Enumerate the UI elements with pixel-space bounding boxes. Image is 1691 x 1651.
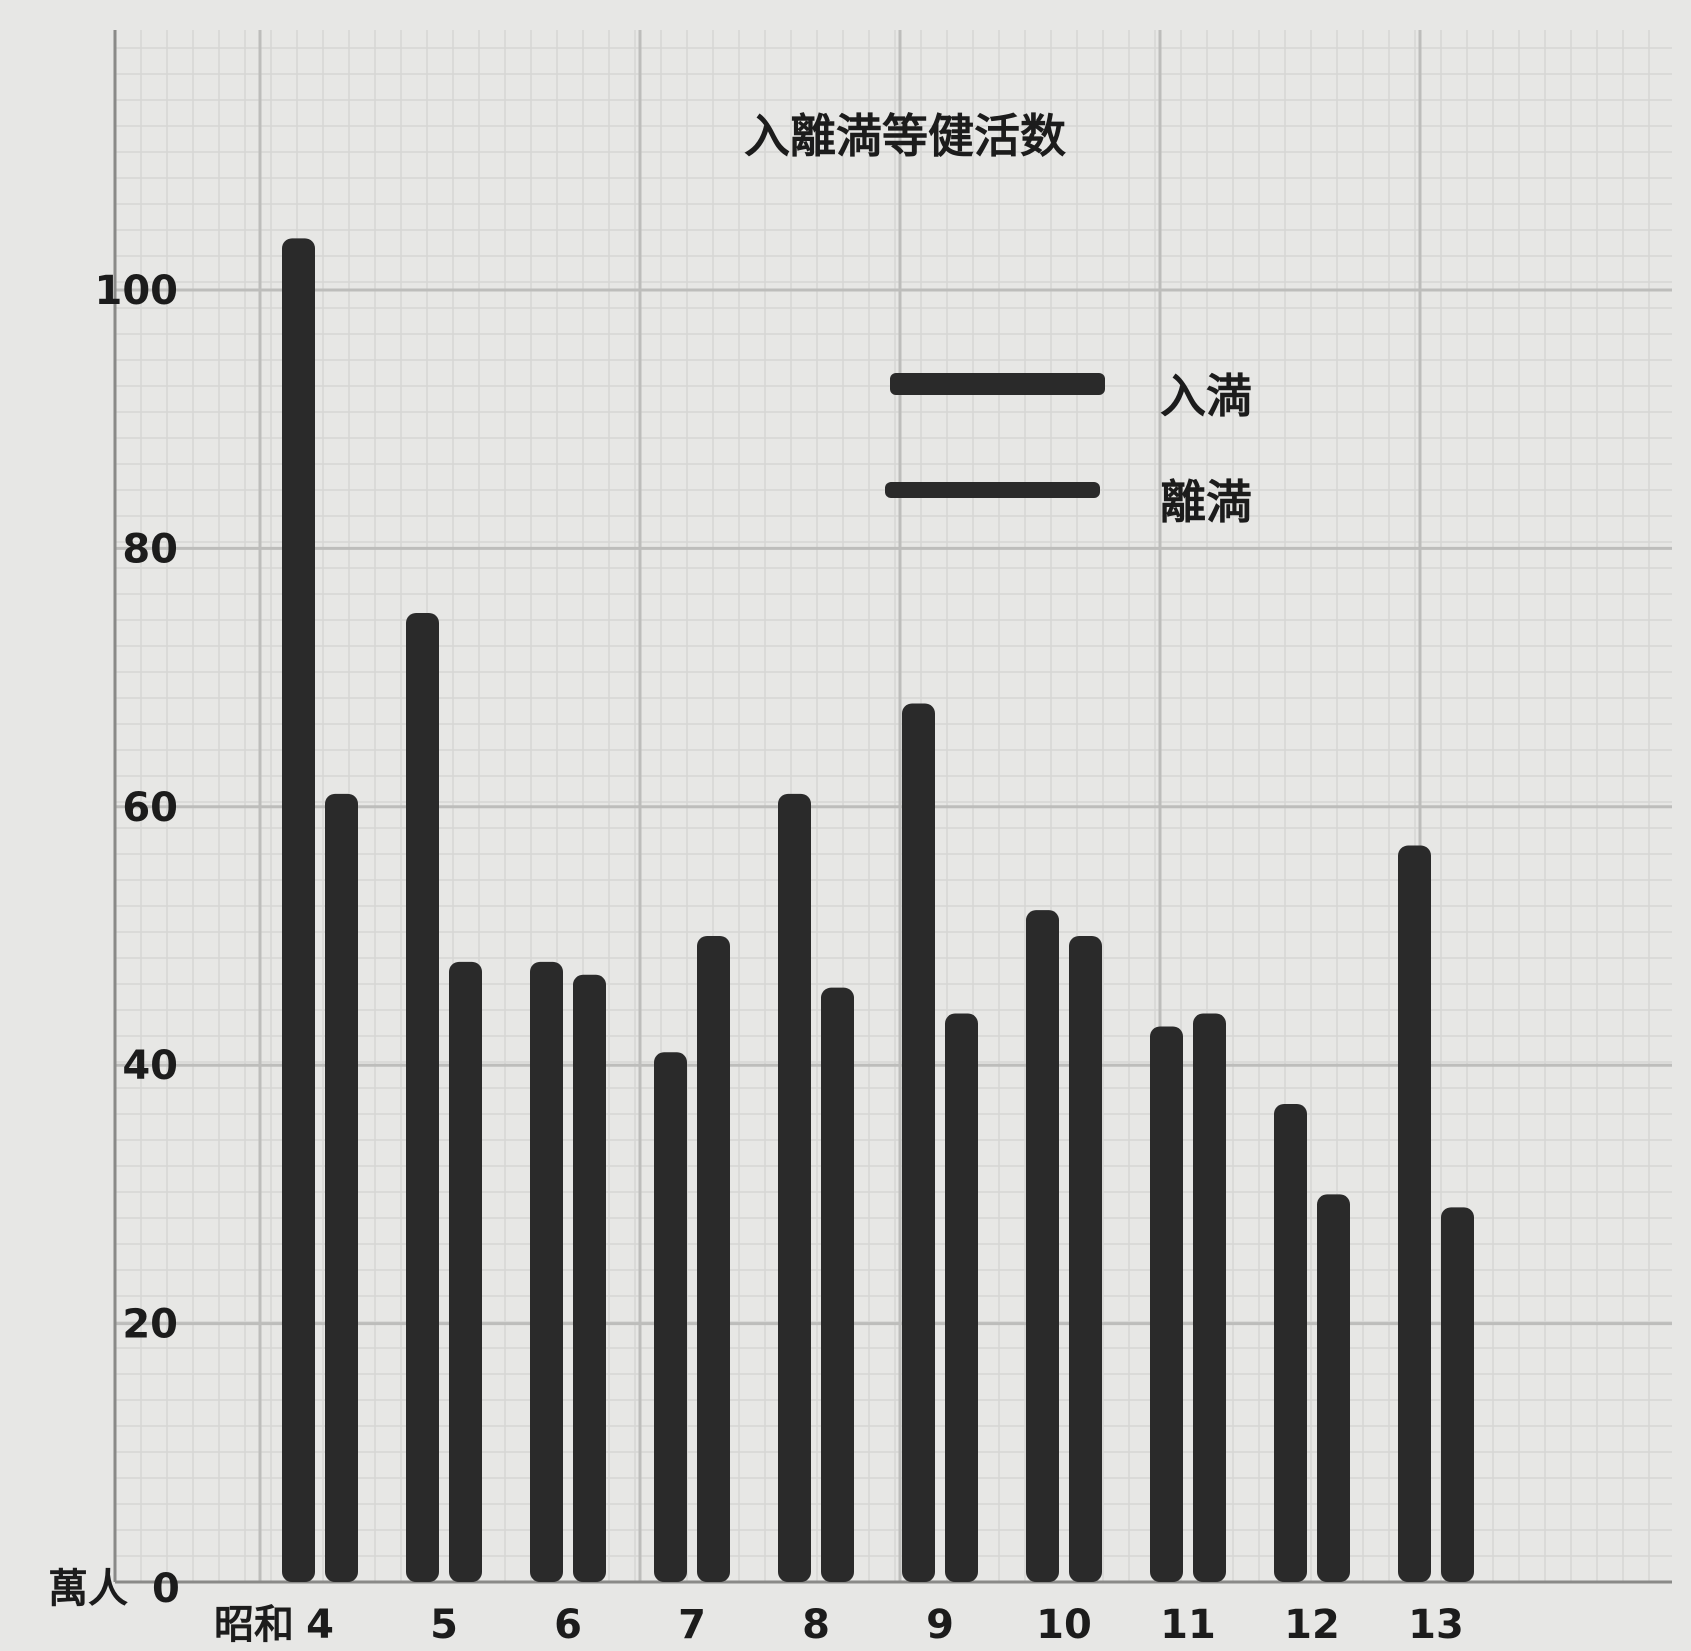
x-tick-label: 11 (1160, 1602, 1216, 1648)
bar-series1-10 (1026, 910, 1059, 1582)
bar-series2-4 (325, 793, 358, 1582)
bar-series1-8 (778, 793, 811, 1582)
y-tick-label: 0 (152, 1566, 180, 1612)
bar-series1-12 (1274, 1103, 1307, 1582)
x-tick-label: 7 (678, 1602, 706, 1648)
bar-series2-7 (697, 936, 730, 1582)
bar-series2-10 (1069, 936, 1102, 1582)
bar-series2-8 (821, 987, 854, 1582)
x-tick-label: 12 (1284, 1602, 1340, 1648)
bar-series1-4 (282, 238, 315, 1582)
y-tick-label: 80 (122, 526, 178, 572)
bar-series2-12 (1317, 1194, 1350, 1582)
legend-label: 離満 (1160, 475, 1252, 529)
x-tick-label: 6 (554, 1602, 582, 1648)
x-tick-label: 10 (1036, 1602, 1092, 1648)
y-tick-label: 40 (122, 1043, 178, 1089)
y-unit-label: 萬人 (48, 1566, 128, 1612)
y-tick-label: 100 (95, 268, 179, 314)
bar-series1-5 (406, 613, 439, 1582)
chart-title: 入離満等健活数 (744, 109, 1066, 163)
x-tick-label: 5 (430, 1602, 458, 1648)
bars (282, 238, 1474, 1582)
bar-series2-13 (1441, 1207, 1474, 1582)
x-tick-label: 8 (802, 1602, 830, 1648)
x-tick-label: 9 (926, 1602, 954, 1648)
bar-series1-7 (654, 1052, 687, 1582)
bar-series2-9 (945, 1013, 978, 1582)
y-axis-ticks: 0 20 40 60 80 100 (95, 268, 180, 1612)
bar-series1-11 (1150, 1026, 1183, 1582)
x-prefix-label: 昭和 (214, 1602, 294, 1648)
bar-series1-13 (1398, 845, 1431, 1582)
bar-series1-6 (530, 961, 563, 1582)
x-tick-label: 4 (306, 1602, 334, 1648)
bar-series2-5 (449, 961, 482, 1582)
y-tick-label: 60 (122, 785, 178, 831)
bar-series2-11 (1193, 1013, 1226, 1582)
y-tick-label: 20 (122, 1302, 178, 1348)
bar-series1-9 (902, 703, 935, 1582)
x-tick-label: 13 (1408, 1602, 1464, 1648)
x-axis-ticks: 4 5 6 7 8 9 10 11 12 13 (306, 1602, 1464, 1648)
legend-swatch (885, 482, 1100, 498)
legend-label: 入満 (1160, 369, 1252, 423)
bar-series2-6 (573, 974, 606, 1582)
legend-swatch (890, 373, 1105, 395)
